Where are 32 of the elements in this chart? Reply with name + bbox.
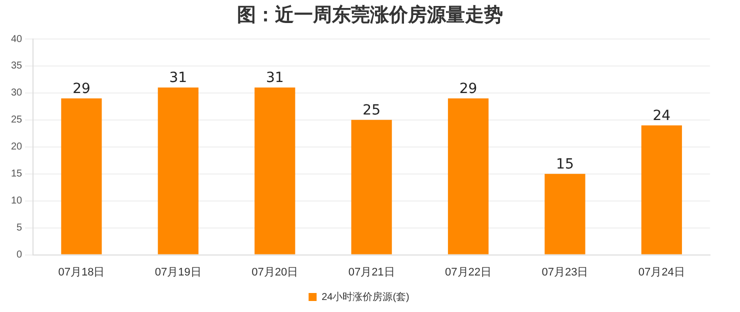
y-tick-label: 10 (11, 196, 23, 207)
x-tick-label: 07月19日 (154, 266, 202, 278)
y-tick-label: 5 (16, 222, 23, 234)
y-tick-label: 20 (11, 142, 23, 153)
data-label: 31 (169, 70, 188, 86)
data-label: 29 (459, 80, 478, 97)
y-tick-label: 40 (11, 34, 23, 45)
bar (351, 120, 392, 254)
bar (448, 98, 489, 254)
x-tick-label: 07月23日 (542, 266, 588, 278)
x-tick-label: 07月24日 (638, 266, 685, 278)
data-label: 24 (652, 108, 671, 124)
chart-title: 图：近一周东莞涨价房源量走势 (236, 3, 504, 28)
data-label: 29 (72, 80, 90, 97)
x-tick-label: 07月18日 (58, 266, 105, 278)
legend-label: 24小时涨价房源(套) (322, 290, 410, 303)
y-tick-label: 25 (11, 114, 23, 126)
x-tick-label: 07月22日 (445, 266, 492, 278)
data-label: 25 (362, 102, 380, 119)
bar (641, 125, 682, 254)
bar (158, 88, 198, 254)
y-tick-label: 0 (16, 250, 23, 261)
bar (61, 98, 102, 254)
bar (254, 88, 296, 254)
y-tick-label: 15 (11, 168, 23, 180)
bar (544, 174, 586, 254)
data-label: 31 (266, 70, 284, 86)
y-tick-label: 30 (11, 88, 23, 99)
data-label: 15 (556, 156, 574, 173)
x-tick-label: 07月21日 (348, 266, 395, 278)
y-tick-label: 35 (11, 60, 23, 72)
x-tick-label: 07月20日 (252, 266, 298, 278)
